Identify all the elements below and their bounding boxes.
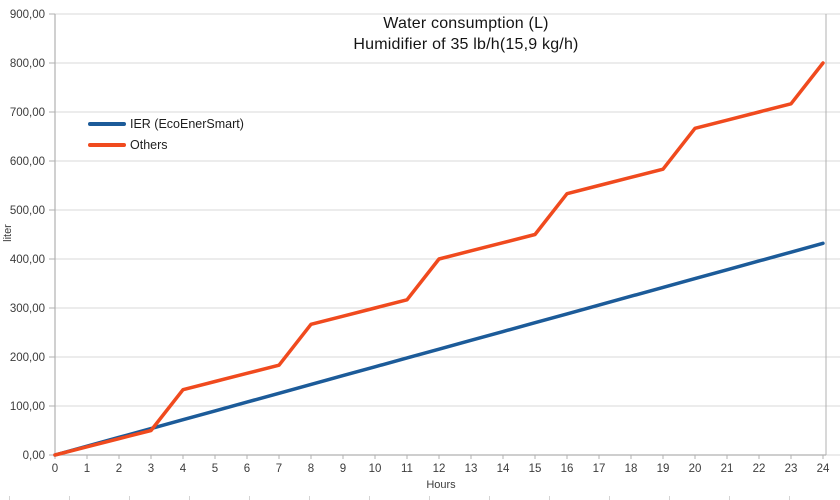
chart-title-line1: Water consumption (L) bbox=[383, 15, 549, 32]
legend-label-ier: IER (EcoEnerSmart) bbox=[130, 117, 244, 131]
x-tick-label: 19 bbox=[657, 463, 670, 475]
x-tick-label: 2 bbox=[116, 463, 122, 475]
x-tick-label: 12 bbox=[433, 463, 446, 475]
x-tick-label: 4 bbox=[180, 463, 187, 475]
x-tick-label: 5 bbox=[212, 463, 218, 475]
y-tick-label: 900,00 bbox=[10, 9, 45, 21]
tick-labels-group: 0,00 100,00 200,00 300,00 400,00 500,00 600,00… bbox=[10, 9, 830, 475]
x-tick-label: 13 bbox=[465, 463, 478, 475]
x-tick-label: 16 bbox=[561, 463, 574, 475]
axes-group bbox=[49, 13, 827, 459]
x-tick-label: 14 bbox=[497, 463, 510, 475]
series-line-ier-ecoenersmart bbox=[53, 241, 825, 457]
x-tick-label: 3 bbox=[148, 463, 154, 475]
legend-item-ier: IER (EcoEnerSmart) bbox=[88, 117, 244, 131]
x-tick-label: 17 bbox=[593, 463, 606, 475]
x-tick-label: 11 bbox=[401, 463, 413, 475]
spreadsheet-cell-border-ticks bbox=[0, 496, 840, 500]
x-tick-label: 9 bbox=[340, 463, 346, 475]
legend: IER (EcoEnerSmart) Others bbox=[88, 117, 244, 152]
x-axis-title: Hours bbox=[426, 479, 456, 491]
y-tick-label: 100,00 bbox=[10, 401, 45, 413]
y-tick-label: 0,00 bbox=[23, 450, 45, 462]
y-axis-title: liter bbox=[2, 224, 14, 242]
x-tick-label: 20 bbox=[689, 463, 702, 475]
series-line-others bbox=[53, 61, 825, 457]
x-tick-label: 22 bbox=[753, 463, 766, 475]
x-tick-label: 21 bbox=[721, 463, 734, 475]
y-tick-label: 800,00 bbox=[10, 58, 45, 70]
y-tick-label: 200,00 bbox=[10, 352, 45, 364]
x-tick-label: 10 bbox=[369, 463, 382, 475]
legend-item-others: Others bbox=[88, 138, 244, 152]
legend-label-others: Others bbox=[130, 138, 168, 152]
x-tick-label: 24 bbox=[817, 463, 830, 475]
gridlines-group bbox=[55, 13, 840, 456]
x-tick-label: 23 bbox=[785, 463, 798, 475]
x-tick-label: 8 bbox=[308, 463, 314, 475]
y-tick-label: 500,00 bbox=[10, 205, 45, 217]
y-tick-label: 700,00 bbox=[10, 107, 45, 119]
x-tick-label: 6 bbox=[244, 463, 250, 475]
series-group bbox=[53, 61, 825, 457]
legend-swatch-others-icon bbox=[88, 143, 126, 147]
legend-swatch-ier-icon bbox=[88, 122, 126, 126]
y-tick-label: 300,00 bbox=[10, 303, 45, 315]
y-tick-label: 400,00 bbox=[10, 254, 45, 266]
chart-title: Water consumption (L) Humidifier of 35 l… bbox=[106, 13, 826, 55]
chart-title-line2: Humidifier of 35 lb/h(15,9 kg/h) bbox=[353, 36, 579, 53]
y-tick-label: 600,00 bbox=[10, 156, 45, 168]
x-tick-label: 15 bbox=[529, 463, 542, 475]
x-tick-label: 18 bbox=[625, 463, 638, 475]
x-tick-label: 1 bbox=[84, 463, 90, 475]
x-tick-label: 0 bbox=[52, 463, 58, 475]
x-tick-label: 7 bbox=[276, 463, 282, 475]
